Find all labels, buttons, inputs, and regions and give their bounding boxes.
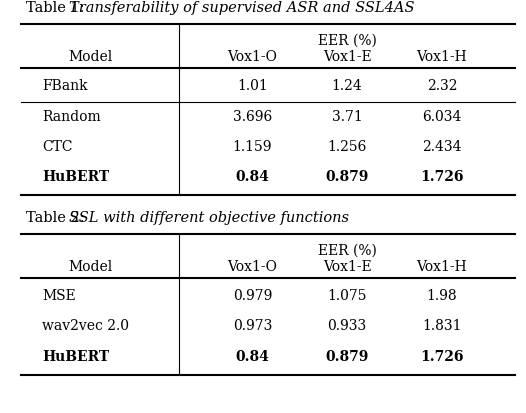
Text: CTC: CTC (42, 140, 73, 154)
Text: 3.71: 3.71 (332, 109, 362, 123)
Text: Table 1:: Table 1: (26, 1, 89, 15)
Text: 1.98: 1.98 (427, 288, 457, 302)
Text: FBank: FBank (42, 79, 88, 93)
Text: HuBERT: HuBERT (42, 349, 109, 363)
Text: Table 2:: Table 2: (26, 210, 89, 224)
Text: Model: Model (68, 259, 113, 273)
Text: 1.726: 1.726 (420, 349, 463, 363)
Text: Transferability of supervised ASR and SSL4AS: Transferability of supervised ASR and SS… (69, 1, 415, 15)
Text: Vox1-E: Vox1-E (323, 50, 371, 64)
Text: 2.32: 2.32 (427, 79, 457, 93)
Text: 0.979: 0.979 (233, 288, 272, 302)
Text: 0.84: 0.84 (236, 349, 269, 363)
Text: 1.075: 1.075 (327, 288, 367, 302)
Text: 2.434: 2.434 (422, 140, 462, 154)
Text: HuBERT: HuBERT (42, 170, 109, 184)
Text: 1.256: 1.256 (328, 140, 367, 154)
Text: Vox1-E: Vox1-E (323, 259, 371, 273)
Text: Vox1-O: Vox1-O (228, 259, 277, 273)
Text: 0.879: 0.879 (326, 170, 369, 184)
Text: 1.831: 1.831 (422, 318, 462, 332)
Text: 0.973: 0.973 (233, 318, 272, 332)
Text: 1.24: 1.24 (332, 79, 362, 93)
Text: 0.879: 0.879 (326, 349, 369, 363)
Text: SSL with different objective functions: SSL with different objective functions (69, 210, 349, 224)
Text: 0.933: 0.933 (328, 318, 367, 332)
Text: 3.696: 3.696 (233, 109, 272, 123)
Text: MSE: MSE (42, 288, 76, 302)
Text: Vox1-H: Vox1-H (417, 50, 467, 64)
Text: EER (%): EER (%) (318, 243, 377, 257)
Text: wav2vec 2.0: wav2vec 2.0 (42, 318, 129, 332)
Text: 0.84: 0.84 (236, 170, 269, 184)
Text: 1.726: 1.726 (420, 170, 463, 184)
Text: Random: Random (42, 109, 101, 123)
Text: 6.034: 6.034 (422, 109, 461, 123)
Text: Vox1-O: Vox1-O (228, 50, 277, 64)
Text: EER (%): EER (%) (318, 34, 377, 48)
Text: 1.159: 1.159 (232, 140, 272, 154)
Text: Model: Model (68, 50, 113, 64)
Text: Vox1-H: Vox1-H (417, 259, 467, 273)
Text: 1.01: 1.01 (237, 79, 268, 93)
